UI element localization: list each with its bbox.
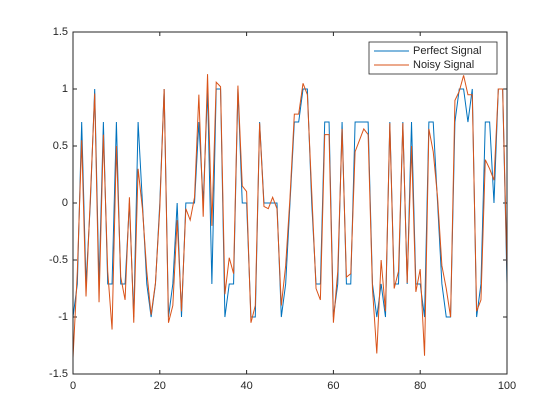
x-tick-label: 20 [154, 380, 166, 392]
y-tick-label: 0 [62, 197, 68, 209]
axes-box [72, 31, 508, 375]
x-tick-label: 40 [240, 380, 252, 392]
x-tick-label: 0 [70, 380, 76, 392]
y-tick-label: 1 [62, 83, 68, 95]
x-tick-label: 60 [327, 380, 339, 392]
legend-box [368, 41, 498, 75]
x-tick-label: 100 [498, 380, 516, 392]
series-line [72, 74, 508, 359]
x-tick-label: 80 [414, 380, 426, 392]
y-tick-label: -1 [58, 311, 68, 323]
y-tick-label: 1.5 [53, 26, 68, 38]
y-tick-label: -1.5 [49, 368, 68, 380]
legend-label: Perfect Signal [413, 45, 481, 57]
legend-label: Noisy Signal [413, 59, 474, 71]
y-tick-label: 0.5 [53, 140, 68, 152]
y-tick-label: -0.5 [49, 254, 68, 266]
